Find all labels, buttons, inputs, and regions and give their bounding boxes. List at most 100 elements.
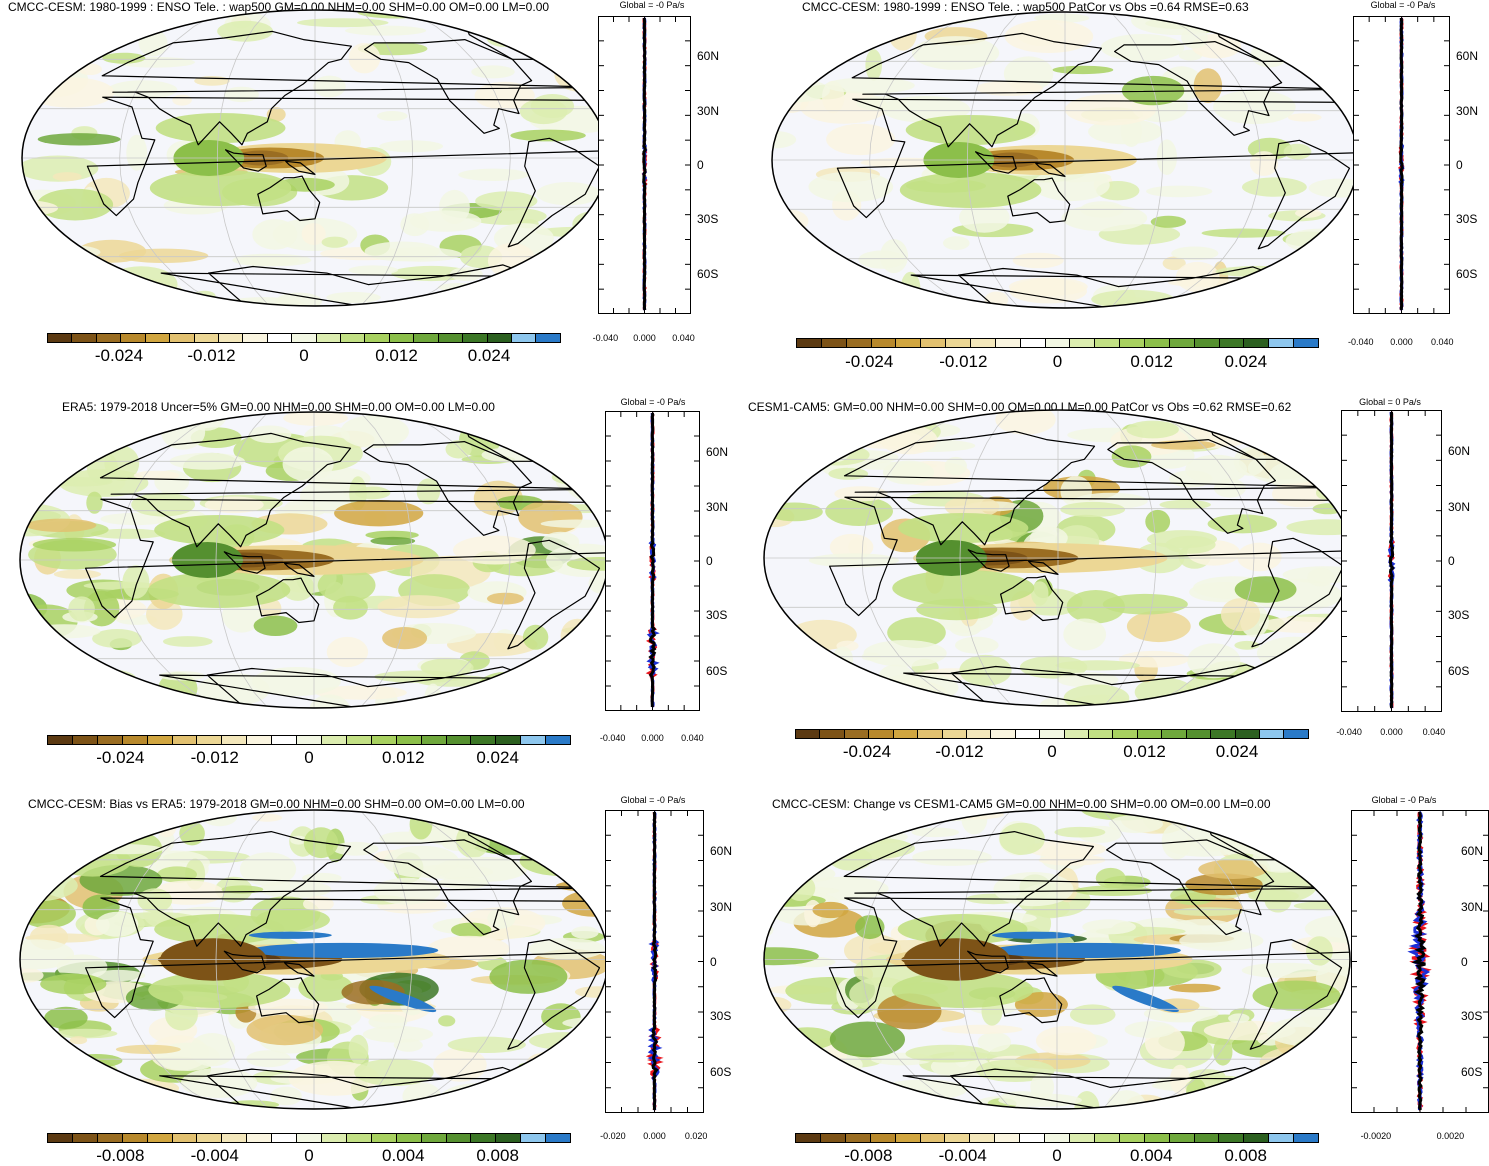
colorbar-swatch — [471, 736, 497, 744]
colorbar-swatch — [365, 334, 390, 342]
colorbar-swatch — [463, 334, 488, 342]
colorbar-swatch — [446, 1134, 472, 1142]
colorbar-swatch — [946, 339, 972, 347]
colorbar-label: 0 — [304, 748, 314, 767]
colorbar-swatch — [346, 1134, 372, 1142]
zonal-y-tick-label: 60S — [1456, 266, 1478, 281]
colorbar-swatch — [995, 1134, 1021, 1142]
colorbar-swatch — [421, 736, 447, 744]
zonal-y-tick-label: 0 — [697, 158, 704, 172]
zonal-y-tick-label: 0 — [706, 554, 713, 568]
zonal-y-tick-label: 60S — [1461, 1065, 1483, 1080]
colorbar-swatch — [521, 1134, 547, 1142]
colorbar-swatch — [321, 736, 347, 744]
colorbar-swatch — [970, 1134, 996, 1142]
colorbar-swatch — [546, 1134, 571, 1142]
colorbar-label: 0.024 — [476, 748, 519, 767]
colorbar-swatch — [1020, 339, 1046, 347]
colorbar-swatch — [297, 736, 322, 744]
zonal-y-tick-label: 60N — [706, 444, 729, 459]
colorbar-label: 0.008 — [1224, 1146, 1267, 1165]
zonal-y-tick-label: 0 — [710, 954, 717, 969]
colorbar-swatch — [1294, 339, 1319, 347]
world-map — [763, 409, 1353, 707]
colorbar-swatch — [321, 1134, 347, 1142]
zonal-y-tick-label: 30S — [1448, 608, 1470, 623]
colorbar-swatch — [487, 334, 513, 342]
colorbar-swatch — [371, 1134, 397, 1142]
colorbar-label: 0.004 — [1130, 1146, 1173, 1165]
colorbar-swatch — [496, 736, 522, 744]
zonal-x-tick-label: 0.020 — [684, 1131, 708, 1141]
colorbar-swatch — [1169, 339, 1195, 347]
colorbar-swatch — [446, 736, 472, 744]
colorbar-swatch — [1095, 339, 1121, 347]
colorbar-swatch — [546, 736, 571, 744]
zonal-y-tick-label: 60N — [1448, 443, 1471, 458]
colorbar-swatch — [197, 1134, 223, 1142]
colorbar-swatch — [1244, 339, 1270, 347]
colorbar-swatch — [172, 736, 198, 744]
colorbar-swatch — [797, 339, 822, 347]
zonal-y-tick-label: 30S — [706, 608, 728, 622]
colorbar-swatch — [471, 1134, 497, 1142]
colorbar — [796, 338, 1319, 348]
colorbar-label: -0.024 — [842, 742, 892, 761]
zonal-title: Global = 0 Pa/s — [1359, 397, 1421, 407]
zonal-y-tick-label: 0 — [1448, 554, 1455, 568]
colorbar-swatch — [918, 730, 943, 738]
colorbar-swatch — [267, 334, 293, 342]
colorbar-swatch — [72, 334, 97, 342]
colorbar-label: 0 — [1052, 352, 1063, 371]
colorbar-swatch — [1064, 730, 1090, 738]
zonal-y-tick-label: 30N — [1456, 104, 1479, 119]
zonal-x-tick-label: 0.040 — [681, 733, 704, 743]
colorbar-swatch — [297, 1134, 322, 1142]
panel-title: ERA5: 1979-2018 Uncer=5% GM=0.00 NHM=0.0… — [62, 400, 495, 414]
colorbar-swatch — [1045, 1134, 1070, 1142]
colorbar-swatch — [48, 1134, 73, 1142]
zonal-x-tick-label: 0.0020 — [1436, 1131, 1465, 1141]
colorbar-label: 0 — [1047, 742, 1057, 761]
colorbar-swatch — [796, 730, 821, 738]
colorbar-label: -0.024 — [845, 352, 894, 371]
colorbar-swatch — [512, 334, 537, 342]
zonal-y-tick-label: 0 — [1456, 158, 1463, 172]
colorbar-swatch — [1094, 1134, 1120, 1142]
colorbar-swatch — [222, 1134, 248, 1142]
colorbar-swatch — [820, 730, 845, 738]
colorbar-swatch — [496, 1134, 522, 1142]
colorbar-swatch — [1113, 730, 1138, 738]
colorbar-swatch — [1269, 1134, 1295, 1142]
zonal-y-tick-label: 0 — [1461, 954, 1468, 969]
colorbar — [47, 333, 561, 343]
colorbar-swatch — [48, 334, 73, 342]
colorbar-swatch — [438, 334, 464, 342]
colorbar-swatch — [346, 736, 372, 744]
zonal-mean-plot — [1341, 410, 1442, 712]
zonal-x-tick-label: 0.040 — [672, 333, 695, 343]
zonal-mean-plot — [605, 810, 704, 1113]
colorbar-swatch — [272, 736, 298, 744]
zonal-title: Global = -0 Pa/s — [1371, 795, 1437, 805]
colorbar-swatch — [1069, 1134, 1095, 1142]
zonal-x-tick-label: 0.000 — [633, 333, 656, 343]
colorbar-swatch — [396, 1134, 422, 1142]
zonal-title: Global = -0 Pa/s — [1370, 0, 1436, 10]
colorbar-swatch — [96, 334, 122, 342]
colorbar-swatch — [1235, 730, 1261, 738]
colorbar-swatch — [414, 334, 439, 342]
colorbar-swatch — [1284, 730, 1308, 738]
zonal-x-tick-label: -0.040 — [1336, 727, 1362, 737]
zonal-x-tick-label: 0.040 — [1430, 337, 1454, 347]
colorbar — [795, 1133, 1319, 1143]
colorbar-swatch — [895, 1134, 921, 1142]
colorbar-label: 0.024 — [467, 346, 511, 365]
zonal-y-tick-label: 30N — [697, 104, 720, 119]
colorbar-swatch — [1211, 730, 1236, 738]
colorbar-swatch — [1194, 339, 1220, 347]
colorbar-swatch — [1219, 1134, 1245, 1142]
colorbar-swatch — [521, 736, 547, 744]
zonal-mean-plot — [1351, 810, 1489, 1113]
colorbar-swatch — [1045, 339, 1071, 347]
